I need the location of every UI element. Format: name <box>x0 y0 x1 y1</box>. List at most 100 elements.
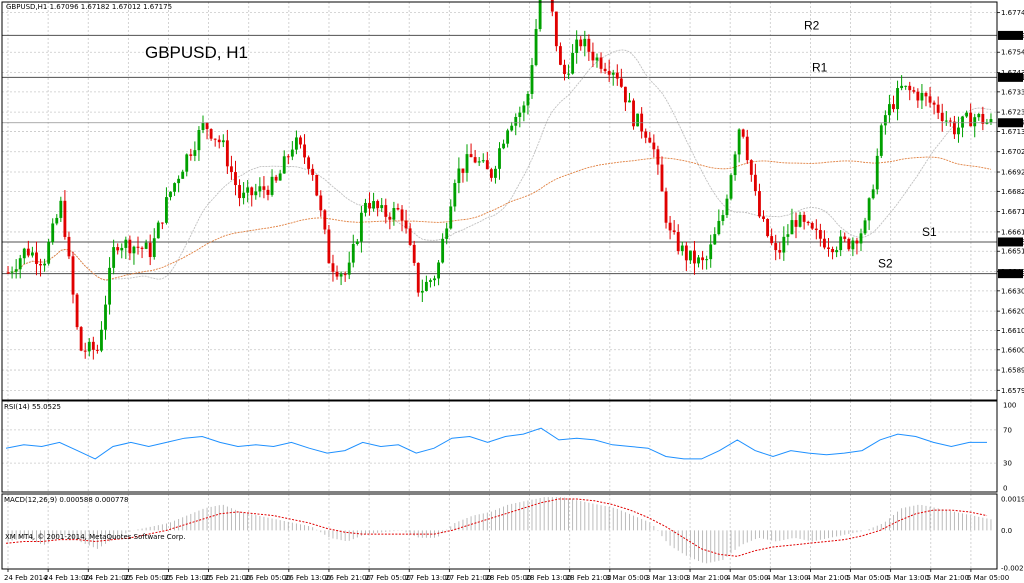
candle-body <box>973 117 977 127</box>
candle-body <box>810 223 814 229</box>
candle-body <box>530 65 534 94</box>
candlesticks <box>6 0 993 360</box>
candle-body <box>879 125 883 156</box>
candle-body <box>583 38 587 47</box>
candle-body <box>429 280 432 282</box>
candle-body <box>359 212 363 242</box>
time-tick-label: 26 Feb 21:00 <box>325 574 371 582</box>
candle-body <box>347 262 351 275</box>
candle-body <box>181 171 185 179</box>
candle-body <box>628 100 631 103</box>
symbol-info: GBPUSD,H1 1.67096 1.67182 1.67012 1.6717… <box>6 3 172 11</box>
price-tick-label: 1.67335 <box>1001 88 1024 96</box>
candle-body <box>652 142 656 150</box>
candle-body <box>579 39 583 47</box>
candle-body <box>786 234 790 237</box>
candle-body <box>729 175 733 199</box>
candle-body <box>489 169 493 178</box>
candle-body <box>554 11 558 47</box>
candle-body <box>550 0 554 12</box>
candle-body <box>709 244 713 260</box>
pane-frame <box>1 493 998 570</box>
candle-body <box>262 186 266 190</box>
candle-body <box>823 238 826 248</box>
candle-body <box>30 252 34 256</box>
candle-body <box>502 143 505 149</box>
candle-body <box>234 172 237 186</box>
candle-body <box>522 105 526 113</box>
axes: 1.677451.675401.674351.673351.672301.671… <box>2 9 1024 582</box>
candle-body <box>193 150 197 156</box>
candle-body <box>688 250 692 261</box>
time-tick-label: 26 Feb 05:00 <box>245 574 291 582</box>
candle-body <box>611 72 615 75</box>
candle-body <box>441 238 445 263</box>
price-tick-label: 1.67745 <box>1001 9 1024 17</box>
candle-body <box>814 228 818 231</box>
candle-body <box>10 271 14 273</box>
candle-body <box>587 38 591 52</box>
candle-body <box>270 176 274 195</box>
candle-body <box>165 197 168 223</box>
candle-body <box>469 154 473 158</box>
candle-body <box>335 271 339 277</box>
price-tick-label: 1.67540 <box>1001 49 1024 57</box>
candle-body <box>380 205 384 209</box>
candle-body <box>867 198 871 221</box>
time-tick-label: 4 Mar 13:00 <box>766 574 808 582</box>
candle-body <box>481 160 485 162</box>
candle-body <box>924 92 928 97</box>
candle-body <box>965 112 969 117</box>
candle-body <box>778 250 782 253</box>
candle-body <box>952 121 956 135</box>
candle-body <box>266 189 270 195</box>
price-tick-label: 1.67025 <box>1001 148 1024 156</box>
candle-body <box>977 113 981 118</box>
candle-body <box>116 247 120 251</box>
candle-body <box>875 155 879 190</box>
candle-body <box>457 168 461 184</box>
candle-body <box>14 269 18 272</box>
candle-body <box>928 96 932 103</box>
candle-body <box>538 0 542 30</box>
candle-body <box>95 349 99 351</box>
price-tick-label: 1.66715 <box>1001 208 1024 216</box>
candle-body <box>209 129 213 139</box>
current-price-box <box>998 118 1023 128</box>
macd-tick-label: -0.00209 <box>1001 565 1024 573</box>
candle-body <box>632 100 635 127</box>
candle-body <box>197 130 201 151</box>
rsi-pane <box>5 427 987 460</box>
level-label-r1: R1 <box>812 60 828 74</box>
candle-body <box>794 220 798 227</box>
time-tick-label: 28 Feb 21:00 <box>566 574 612 582</box>
candle-body <box>514 116 518 126</box>
candle-body <box>957 127 960 135</box>
candle-body <box>798 214 802 227</box>
candle-body <box>615 72 619 79</box>
rsi-line <box>5 427 987 460</box>
candle-body <box>721 215 725 221</box>
level-price-box <box>998 72 1023 82</box>
chart-title: GBPUSD, H1 <box>145 43 248 62</box>
candle-body <box>67 236 71 257</box>
grid <box>2 2 997 569</box>
candle-body <box>319 195 323 211</box>
candle-body <box>782 236 786 253</box>
candle-body <box>140 247 144 249</box>
candle-body <box>526 93 530 106</box>
current-price-label: 1.67175 <box>1001 119 1024 127</box>
candle-body <box>944 120 948 122</box>
candle-body <box>169 191 172 198</box>
candle-body <box>843 236 847 239</box>
ma-fast-line <box>7 49 992 281</box>
candle-body <box>238 185 241 199</box>
level-price-box <box>998 30 1023 40</box>
candle-body <box>396 208 400 210</box>
price-tick-label: 1.66510 <box>1001 248 1024 256</box>
candle-body <box>303 144 306 158</box>
price-tick-label: 1.65895 <box>1001 367 1024 375</box>
time-tick-label: 25 Feb 21:00 <box>205 574 251 582</box>
candle-body <box>656 149 660 165</box>
